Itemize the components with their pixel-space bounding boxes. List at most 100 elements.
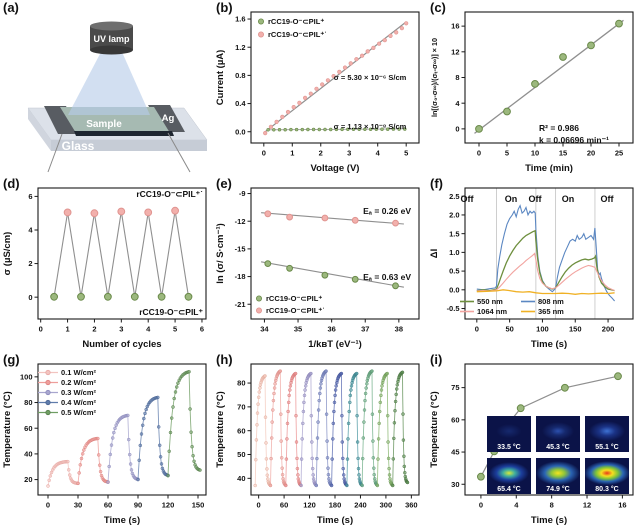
panel-e: 34 35 36 37 38 -9 -12 -15 -18 -21 1/kʙT (eV⁻¹) ln (… [213, 176, 426, 352]
axis-ticks: 0 50 100 150 200 -0.5 0.0 0.5 1.0 1.5 2.0 2.5 [447, 192, 615, 334]
series-cycle-8 [360, 369, 379, 488]
x-axis-label: Voltage (V) [311, 163, 360, 174]
svg-text:0: 0 [477, 149, 481, 158]
y-axis-label: Temperature (°C) [215, 391, 226, 467]
svg-text:40: 40 [237, 474, 245, 483]
chart-arrhenius: 34 35 36 37 38 -9 -12 -15 -18 -21 1/kʙT (eV⁻¹) ln (… [215, 187, 420, 350]
annotation: Eₐ = 0.63 eV [363, 272, 411, 282]
x-axis-label: 1/kʙT (eV⁻¹) [308, 339, 362, 350]
series-cycle-trace [53, 210, 190, 297]
svg-text:120: 120 [162, 501, 175, 510]
svg-text:1.2: 1.2 [235, 43, 245, 52]
plot-frame [37, 363, 207, 496]
svg-text:rCC19-O⁻⊂PIL⁺: rCC19-O⁻⊂PIL⁺ [266, 294, 322, 303]
svg-text:150: 150 [569, 325, 582, 334]
legend-item: 0.2 W/cm² [38, 378, 97, 387]
svg-text:550 nm: 550 nm [477, 297, 503, 306]
svg-text:20: 20 [587, 149, 595, 158]
chart-photothermal-power: 0 30 60 90 120 150 20 40 60 80 100 Time (s) Temperat… [2, 363, 207, 526]
annotation: σ = 5.30 × 10⁻⁶ S/cm [334, 73, 407, 82]
axis-ticks: 0 1 2 3 4 5 6 0 2 4 6 [28, 192, 204, 334]
series-cycle-2 [268, 369, 288, 488]
svg-text:rCC19-O⁻⊂PIL⁺: rCC19-O⁻⊂PIL⁺ [268, 17, 324, 26]
svg-text:4: 4 [28, 226, 33, 235]
svg-text:1.6: 1.6 [235, 15, 245, 24]
svg-text:0.5: 0.5 [449, 267, 459, 276]
svg-text:0.5 W/cm²: 0.5 W/cm² [61, 408, 97, 417]
svg-text:20: 20 [24, 475, 32, 484]
y-axis-label: Temperature (°C) [2, 391, 13, 467]
svg-text:80: 80 [24, 398, 32, 407]
y-axis-label: σ (µS/cm) [2, 232, 13, 276]
svg-text:0: 0 [479, 501, 483, 510]
svg-text:30: 30 [74, 501, 82, 510]
svg-text:6: 6 [28, 192, 32, 201]
svg-text:4: 4 [146, 325, 151, 334]
svg-text:360: 360 [405, 501, 418, 510]
svg-text:-9: -9 [239, 189, 246, 198]
series-rCC19-O⁻⊂PIL⁺˙ [263, 21, 409, 136]
svg-text:2: 2 [319, 149, 323, 158]
svg-text:8: 8 [455, 73, 459, 82]
ag-electrode-right [148, 105, 185, 132]
panel-d: 0 1 2 3 4 5 6 0 2 4 6 Number of cycles σ (µS/cm) rCC1… [0, 176, 213, 352]
svg-text:50: 50 [237, 450, 245, 459]
series-fit-neutral [261, 261, 404, 288]
legend-item: 0.5 W/cm² [38, 408, 97, 417]
chart-iv-curves: 0 1 2 3 4 5 0.0 0.4 0.8 1.2 1.6 Voltage (V) Current … [215, 11, 420, 174]
series-cycle-6 [329, 371, 349, 488]
uv-beam [68, 52, 150, 115]
svg-text:0.1 W/cm²: 0.1 W/cm² [61, 368, 97, 377]
chart-photothermal-cycles: 0 60 120 180 240 300 360 40 50 60 70 80 Time (s) Temp… [215, 363, 420, 526]
series-cycle-4 [299, 371, 318, 488]
svg-text:35: 35 [294, 325, 302, 334]
svg-text:2.5: 2.5 [449, 192, 459, 201]
svg-text:4: 4 [455, 99, 460, 108]
x-axis-label: Time (min) [525, 163, 573, 174]
y-axis-label: Current (µA) [215, 50, 226, 106]
svg-text:2: 2 [92, 325, 96, 334]
uv-lamp-label: UV lamp [93, 34, 130, 44]
svg-text:25: 25 [615, 149, 623, 158]
svg-text:180: 180 [329, 501, 342, 510]
ag-label: Ag [162, 113, 175, 124]
x-axis-label: Time (s) [531, 515, 567, 526]
legend-item: 0.4 W/cm² [38, 398, 97, 407]
svg-text:-18: -18 [235, 272, 246, 281]
svg-text:808 nm: 808 nm [538, 297, 564, 306]
axis-ticks: 0 1 2 3 4 5 0.0 0.4 0.8 1.2 1.6 [235, 15, 408, 158]
annotation: On [562, 194, 575, 204]
panel-g: 0 30 60 90 120 150 20 40 60 80 100 Time (s) Temperat… [0, 352, 213, 528]
svg-text:1: 1 [290, 149, 294, 158]
legend-item: rCC19-O⁻⊂PIL⁺ [256, 294, 322, 303]
svg-text:rCC19-O⁻⊂PIL⁺˙: rCC19-O⁻⊂PIL⁺˙ [268, 30, 327, 39]
svg-text:50: 50 [505, 325, 513, 334]
svg-text:6: 6 [200, 325, 204, 334]
thermal-image: 55.1 °C [585, 416, 629, 452]
svg-text:8: 8 [550, 501, 554, 510]
axis-ticks: 0 4 8 12 16 30 45 60 75 [451, 383, 626, 509]
series-0.3 W/cm² [106, 413, 140, 484]
x-axis-label: Time (s) [317, 515, 353, 526]
svg-text:0: 0 [39, 325, 43, 334]
svg-text:1.5: 1.5 [449, 229, 459, 238]
svg-text:2.0: 2.0 [449, 211, 459, 220]
svg-text:10: 10 [531, 149, 539, 158]
thermal-image: 80.3 °C [585, 458, 629, 494]
svg-text:75: 75 [451, 383, 459, 392]
svg-text:0.0: 0.0 [449, 285, 459, 294]
legend-item: 550 nm [460, 297, 503, 306]
series-0.5 W/cm² [166, 369, 202, 478]
svg-text:80: 80 [237, 379, 245, 388]
panel-b: 0 1 2 3 4 5 0.0 0.4 0.8 1.2 1.6 Voltage (V) Current … [213, 0, 426, 176]
plot-frame [464, 363, 634, 496]
series-365 nm [476, 289, 615, 295]
annotation: rCC19-O⁻⊂PIL⁺ [139, 307, 203, 317]
series-cycle-10 [390, 370, 410, 488]
svg-text:200: 200 [602, 325, 615, 334]
thermal-image-temperature: 33.5 °C [497, 444, 521, 451]
svg-text:90: 90 [134, 501, 142, 510]
svg-text:3: 3 [347, 149, 351, 158]
svg-text:60: 60 [237, 426, 245, 435]
